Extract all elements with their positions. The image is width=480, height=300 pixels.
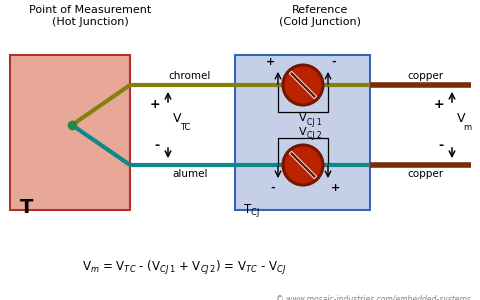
Text: CJ 1: CJ 1: [306, 118, 321, 127]
Text: -: -: [438, 139, 443, 152]
Text: +: +: [265, 57, 275, 67]
Text: T$_{\rm CJ}$: T$_{\rm CJ}$: [242, 202, 259, 219]
Text: V: V: [299, 113, 306, 123]
Text: V: V: [299, 127, 306, 137]
Text: copper: copper: [406, 71, 442, 81]
Bar: [10, 55, 130, 210]
Text: -: -: [330, 57, 335, 67]
Text: -: -: [270, 183, 275, 193]
Text: copper: copper: [406, 169, 442, 179]
Text: chromel: chromel: [168, 71, 211, 81]
Text: +: +: [432, 98, 443, 112]
Text: +: +: [330, 183, 339, 193]
Bar: [235, 55, 369, 210]
Text: -: -: [155, 139, 160, 152]
Text: Point of Measurement
(Hot Junction): Point of Measurement (Hot Junction): [29, 5, 151, 27]
Text: Reference
(Cold Junction): Reference (Cold Junction): [278, 5, 360, 27]
Text: V: V: [173, 112, 181, 125]
Text: +: +: [149, 98, 160, 112]
Text: TC: TC: [180, 124, 190, 133]
Text: CJ 2: CJ 2: [306, 131, 321, 140]
Text: alumel: alumel: [172, 169, 207, 179]
Text: T: T: [20, 198, 33, 217]
Text: m: m: [462, 124, 470, 133]
Text: © www.mosaic-industries.com/embedded-systems: © www.mosaic-industries.com/embedded-sys…: [276, 295, 470, 300]
Circle shape: [282, 145, 323, 185]
Circle shape: [282, 65, 323, 105]
Text: V$_m$ = V$_{TC}$ - (V$_{CJ\,1}$ + V$_{CJ\,2}$) = V$_{TC}$ - V$_{CJ}$: V$_m$ = V$_{TC}$ - (V$_{CJ\,1}$ + V$_{CJ…: [82, 259, 286, 277]
Text: V: V: [456, 112, 465, 125]
